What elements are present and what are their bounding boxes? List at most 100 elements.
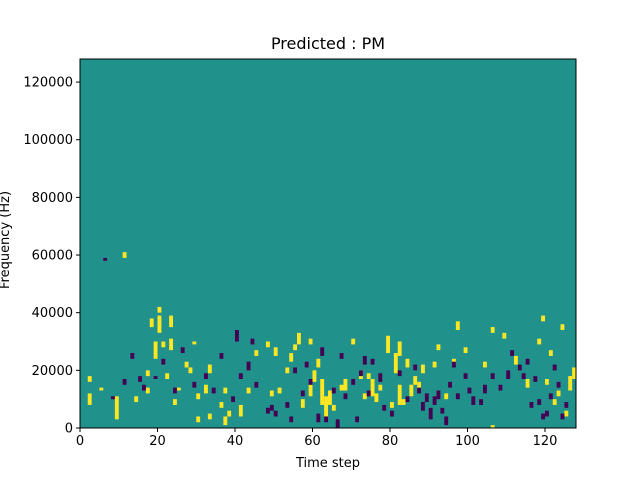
heatmap-cell-high	[173, 399, 177, 405]
heatmap-cell-high	[134, 396, 139, 403]
heatmap-cell-high	[204, 384, 208, 394]
heatmap-cell-low	[405, 396, 410, 403]
y-axis: 0 20000 40000 60000 80000 100000 120000	[23, 76, 80, 437]
heatmap-cell-high	[393, 353, 398, 374]
heatmap-cell-high	[207, 364, 212, 374]
heatmap-cell-high	[87, 393, 92, 405]
heatmap-cell-high	[196, 416, 201, 423]
heatmap-cell-high	[122, 252, 127, 258]
heatmap-cell-low	[545, 410, 549, 417]
heatmap-cell-high	[490, 327, 495, 333]
heatmap-cell-high	[223, 387, 228, 394]
heatmap-cell-low	[498, 384, 503, 391]
heatmap-cell-low	[254, 381, 259, 388]
x-tick-label: 60	[304, 434, 321, 449]
heatmap-cell-low	[541, 413, 546, 420]
heatmap-cell-high	[374, 393, 379, 403]
heatmap-cell-low	[308, 378, 313, 385]
heatmap-cell-low	[138, 376, 143, 382]
heatmap-cell-low	[235, 329, 239, 342]
heatmap-cell-low	[436, 390, 441, 400]
heatmap-cell-low	[506, 370, 511, 379]
heatmap-cell-low	[517, 364, 522, 371]
y-axis-label: Frequency (Hz)	[0, 191, 13, 289]
x-tick-label: 40	[227, 434, 244, 449]
x-axis: 0 20 40 60 80 100 120	[76, 428, 557, 449]
heatmap-cell-low	[266, 407, 270, 414]
plot-area	[79, 58, 577, 429]
heatmap-cell-high	[219, 402, 224, 408]
heatmap-cell-high	[490, 425, 495, 428]
heatmap-cell-high	[343, 378, 348, 391]
heatmap-cell-high	[238, 404, 243, 417]
heatmap-cell-low	[219, 353, 224, 359]
heatmap-cell-low	[285, 402, 290, 408]
chart-title: Predicted : PM	[271, 34, 385, 53]
heatmap-cell-high	[328, 390, 332, 405]
heatmap-cell-low	[448, 381, 453, 388]
heatmap-cell-high	[455, 321, 460, 330]
heatmap-cell-low	[560, 413, 565, 420]
heatmap-cell-high	[397, 341, 402, 356]
y-tick-label: 20000	[32, 364, 73, 379]
heatmap-cell-low	[525, 358, 530, 365]
y-tick-label: 60000	[32, 249, 73, 264]
heatmap-cell-high	[316, 358, 321, 368]
heatmap-cell-high	[308, 338, 313, 345]
heatmap-cell-low	[304, 361, 309, 368]
heatmap-cell-low	[316, 413, 321, 423]
heatmap-cell-high	[541, 315, 546, 322]
heatmap-cell-high	[444, 393, 449, 400]
heatmap-cell-high	[525, 378, 530, 388]
heatmap-cell-low	[204, 373, 208, 379]
heatmap-cell-low	[250, 338, 255, 345]
heatmap-cell-high	[161, 341, 166, 348]
heatmap-cell-high	[366, 373, 371, 379]
heatmap-cell-low	[231, 396, 236, 403]
heatmap-cell-low	[490, 373, 495, 379]
heatmap-cells	[87, 252, 577, 428]
heatmap-cell-low	[320, 347, 325, 356]
heatmap-cell-low	[510, 350, 515, 356]
heatmap-cell-low	[173, 387, 177, 394]
heatmap-cell-high	[362, 393, 367, 400]
x-tick-label: 0	[76, 434, 84, 449]
heatmap-cell-high	[552, 399, 557, 405]
heatmap-cell-high	[87, 376, 92, 382]
heatmap-cell-low	[343, 393, 348, 400]
heatmap-cell-high	[297, 332, 301, 345]
heatmap-cell-low	[382, 404, 387, 411]
heatmap-cell-high	[386, 335, 391, 354]
heatmap-cell-high	[165, 373, 170, 379]
heatmap-cell-high	[169, 315, 174, 328]
heatmap-cell-high	[436, 344, 441, 351]
heatmap-cell-high	[184, 361, 189, 368]
heatmap-cell-low	[122, 378, 127, 385]
heatmap-cell-low	[479, 399, 484, 405]
heatmap-cell-high	[273, 347, 278, 356]
heatmap-cell-high	[560, 324, 565, 330]
heatmap-cell-low	[529, 402, 534, 408]
heatmap-cell-low	[103, 257, 108, 261]
heatmap-cell-high	[339, 384, 344, 391]
heatmap-cell-low	[521, 373, 526, 379]
heatmap-cell-low	[339, 353, 344, 359]
heatmap-cell-low	[180, 347, 185, 354]
heatmap-cell-high	[99, 387, 104, 391]
heatmap-cell-high	[145, 370, 150, 377]
heatmap-cell-high	[320, 378, 325, 405]
heatmap-cell-low	[471, 396, 476, 405]
heatmap-cell-high	[545, 378, 549, 385]
heatmap-cell-low	[533, 376, 538, 382]
heatmap-cell-low	[463, 373, 468, 379]
heatmap-cell-low	[153, 376, 158, 379]
heatmap-cell-low	[130, 353, 135, 359]
heatmap-cell-low	[335, 419, 340, 428]
heatmap-cell-high	[572, 367, 577, 379]
heatmap-cell-low	[552, 364, 557, 371]
heatmap-cell-high	[277, 387, 282, 394]
heatmap-cell-high	[176, 387, 181, 391]
heatmap-cell-low	[556, 381, 561, 388]
heatmap-cell-high	[188, 367, 193, 374]
